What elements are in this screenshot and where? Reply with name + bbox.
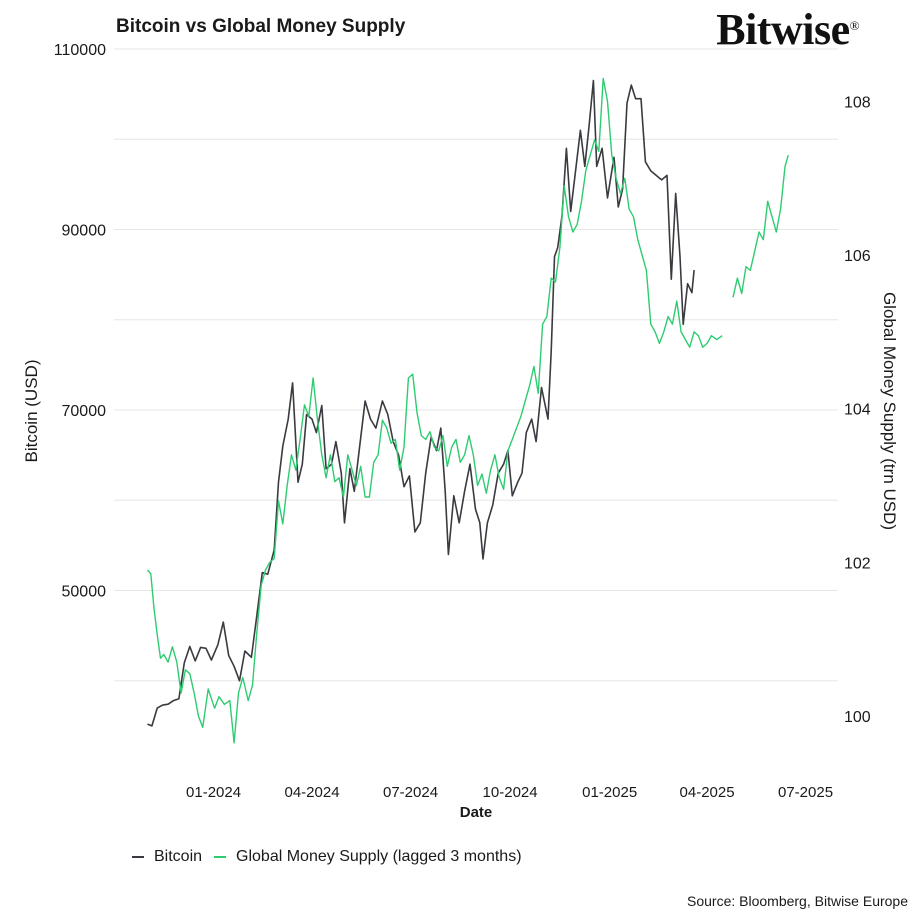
legend-item-money-supply: Global Money Supply (lagged 3 months) [214,848,522,866]
legend-key-bitcoin [132,856,144,858]
y-right-tick-label: 102 [844,555,871,572]
x-axis-label: Date [460,804,493,821]
y-right-tick-label: 104 [844,402,871,419]
y-axis-left: 50000 70000 90000 110000 [54,42,106,601]
brand-logo: Bitwise® [716,4,859,55]
y-axis-left-label: Bitcoin (USD) [22,360,41,463]
y-axis-right-label: Global Money Supply (trn USD) [880,292,899,530]
gridlines [114,48,838,682]
series-line-bitcoin [147,79,695,727]
y-left-tick-label: 110000 [54,42,106,59]
x-tick-label: 04-2025 [680,784,735,801]
y-left-tick-label: 50000 [62,584,107,601]
x-tick-label: 07-2024 [383,784,438,801]
y-right-tick-label: 106 [844,248,871,265]
source-note: Source: Bloomberg, Bitwise Europe [687,893,908,909]
y-left-tick-label: 90000 [62,223,107,240]
y-left-tick-label: 70000 [62,403,107,420]
legend: Bitcoin Global Money Supply (lagged 3 mo… [132,848,534,866]
series-lines [146,77,789,744]
legend-label-money-supply: Global Money Supply (lagged 3 months) [236,848,522,865]
x-axis: 01-2024 04-2024 07-2024 10-2024 01-2025 04-20… [186,784,833,801]
chart-title: Bitcoin vs Global Money Supply [116,16,406,37]
x-tick-label: 01-2024 [186,784,241,801]
legend-item-bitcoin: Bitcoin [132,848,202,866]
legend-key-money-supply [214,856,227,858]
series-line-money-supply [146,77,789,744]
y-axis-right: 100 102 104 106 108 [844,94,871,725]
registered-mark: ® [849,18,860,33]
x-tick-label: 04-2024 [285,784,340,801]
x-tick-label: 10-2024 [483,784,538,801]
x-tick-label: 01-2025 [582,784,637,801]
brand-name: Bitwise [716,5,850,54]
x-tick-label: 07-2025 [778,784,833,801]
y-right-tick-label: 100 [844,709,871,726]
legend-label-bitcoin: Bitcoin [154,848,203,865]
y-right-tick-label: 108 [844,94,871,111]
